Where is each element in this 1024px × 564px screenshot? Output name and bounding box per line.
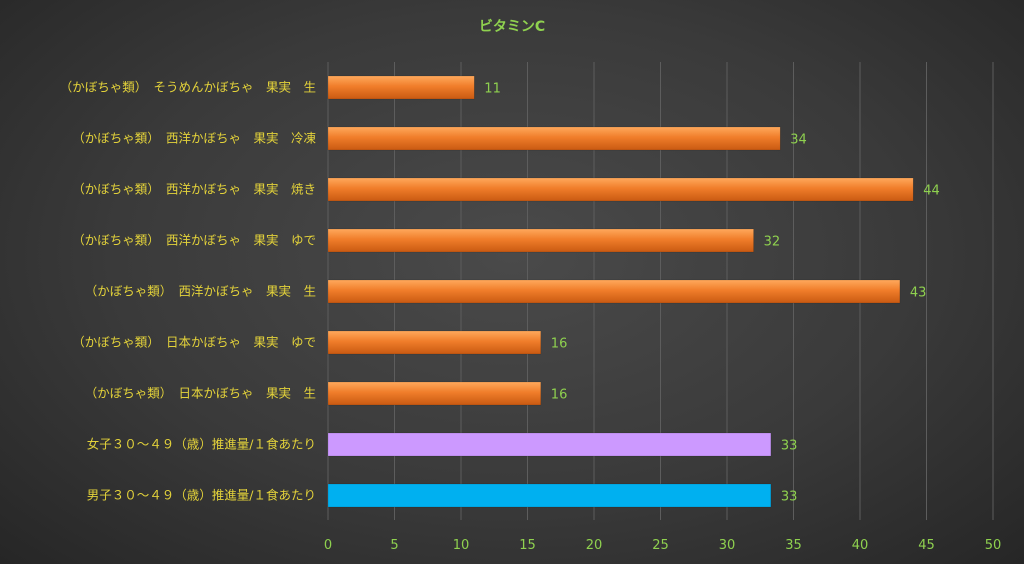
data-label-8: 33 <box>781 490 798 505</box>
category-label-2: （かぼちゃ類） 西洋かぼちゃ 果実 焼き <box>72 182 316 197</box>
category-label-7: 女子３０～４９（歳）推進量/１食あたり <box>87 437 316 452</box>
x-tick-label: 10 <box>453 538 470 553</box>
bars: 11 34 44 32 43 16 16 33 33 <box>327 75 940 508</box>
data-label-4: 43 <box>910 286 927 301</box>
bar-6 <box>327 381 542 406</box>
category-label-6: （かぼちゃ類） 日本かぼちゃ 果実 生 <box>85 386 316 401</box>
x-tick-label: 30 <box>719 538 736 553</box>
data-label-5: 16 <box>551 337 568 352</box>
x-tick-label: 15 <box>519 538 536 553</box>
bar-0 <box>327 75 475 100</box>
x-tick-label: 35 <box>785 538 802 553</box>
category-label-4: （かぼちゃ類） 西洋かぼちゃ 果実 生 <box>85 284 316 299</box>
x-tick-label: 5 <box>390 538 398 553</box>
x-tick-label: 45 <box>918 538 935 553</box>
data-label-3: 32 <box>764 235 781 250</box>
category-label-1: （かぼちゃ類） 西洋かぼちゃ 果実 冷凍 <box>72 131 316 146</box>
data-label-6: 16 <box>551 388 568 403</box>
bar-8 <box>327 483 772 508</box>
x-axis-ticks: 0 5 10 15 20 25 30 35 40 45 50 <box>324 538 1001 553</box>
category-label-3: （かぼちゃ類） 西洋かぼちゃ 果実 ゆで <box>72 233 316 248</box>
category-label-5: （かぼちゃ類） 日本かぼちゃ 果実 ゆで <box>72 335 316 350</box>
x-tick-label: 25 <box>652 538 669 553</box>
bar-7 <box>327 432 772 457</box>
data-label-0: 11 <box>484 82 501 97</box>
bar-5 <box>327 330 542 355</box>
category-label-0: （かぼちゃ類） そうめんかぼちゃ 果実 生 <box>60 80 316 95</box>
x-tick-label: 0 <box>324 538 332 553</box>
bar-2 <box>327 177 914 202</box>
x-tick-label: 20 <box>586 538 603 553</box>
category-label-8: 男子３０～４９（歳）推進量/１食あたり <box>87 488 316 503</box>
x-tick-label: 50 <box>985 538 1002 553</box>
data-label-7: 33 <box>781 439 798 454</box>
bar-1 <box>327 126 781 151</box>
data-label-2: 44 <box>923 184 940 199</box>
x-tick-label: 40 <box>852 538 869 553</box>
bar-3 <box>327 228 754 253</box>
data-label-1: 34 <box>790 133 807 148</box>
bar-4 <box>327 279 901 304</box>
chart-title: ビタミンC <box>479 19 545 35</box>
category-labels: （かぼちゃ類） そうめんかぼちゃ 果実 生 （かぼちゃ類） 西洋かぼちゃ 果実 冷… <box>60 80 317 503</box>
